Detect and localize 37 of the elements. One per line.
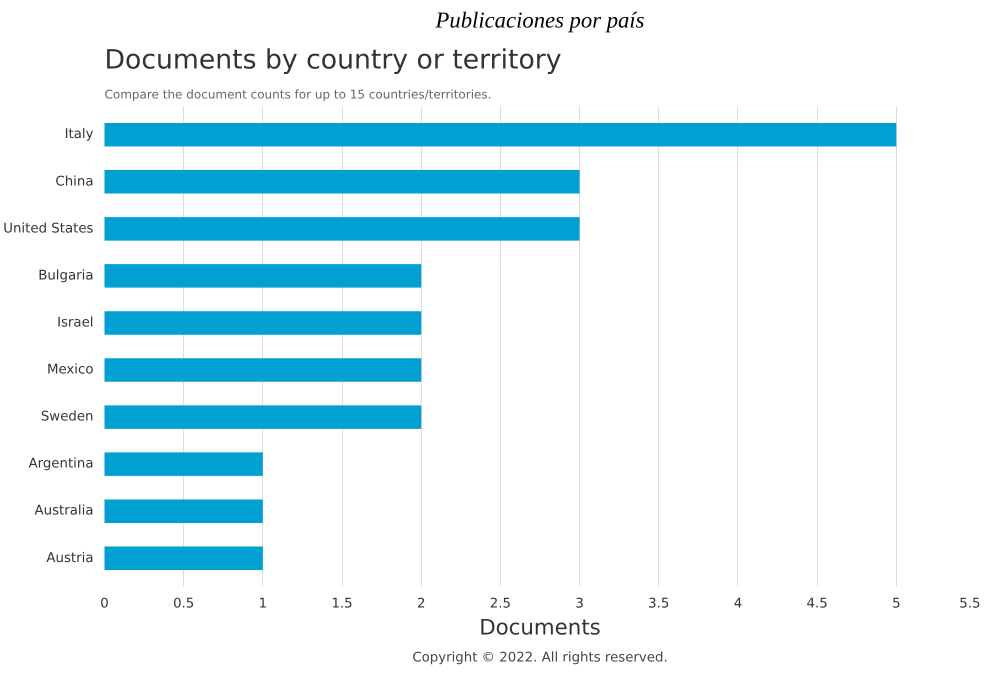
bar (104, 358, 422, 382)
y-tick-label: Israel (57, 315, 94, 330)
bar (104, 405, 422, 429)
text: Publicaciones por país (434, 8, 645, 32)
y-tick-label: Italy (64, 127, 94, 142)
y-tick-label: United States (3, 221, 94, 236)
chart-subtitle: Compare the document counts for up to 15 countries/territories. (104, 88, 492, 102)
y-tick-label: Mexico (46, 362, 94, 378)
x-tick-label: 1.5 (331, 596, 353, 612)
bar (104, 499, 263, 523)
x-tick-label: 2 (416, 596, 426, 612)
x-tick-label: 1 (258, 596, 268, 612)
bar (104, 264, 422, 288)
x-tick-label: 0 (100, 596, 109, 612)
y-tick-label: Argentina (28, 456, 94, 472)
text: Copyright © 2022. All rights reserved. (412, 650, 668, 666)
y-tick-label: Australia (34, 504, 94, 519)
bar (104, 217, 580, 241)
bar (104, 546, 263, 570)
bar (104, 311, 422, 335)
x-tick-label: 3 (575, 596, 584, 612)
x-tick-label: 2.5 (490, 596, 512, 612)
y-tick-label: China (55, 174, 94, 190)
x-tick-label: 5 (892, 596, 901, 612)
x-tick-label: 5.5 (959, 596, 981, 612)
x-tick-label: 4 (734, 596, 742, 612)
chart-title: Documents by country or territory (104, 44, 562, 76)
x-tick-label: 0.5 (173, 596, 194, 612)
y-tick-label: Bulgaria (38, 268, 94, 284)
bar (104, 122, 896, 146)
x-axis-title: Documents (479, 616, 601, 640)
bar (104, 170, 580, 194)
y-tick-label: Austria (46, 550, 94, 566)
y-tick-label: Sweden (40, 410, 94, 425)
bar (104, 452, 263, 476)
x-tick-label: 4.5 (806, 596, 828, 612)
x-tick-label: 3.5 (648, 596, 670, 612)
